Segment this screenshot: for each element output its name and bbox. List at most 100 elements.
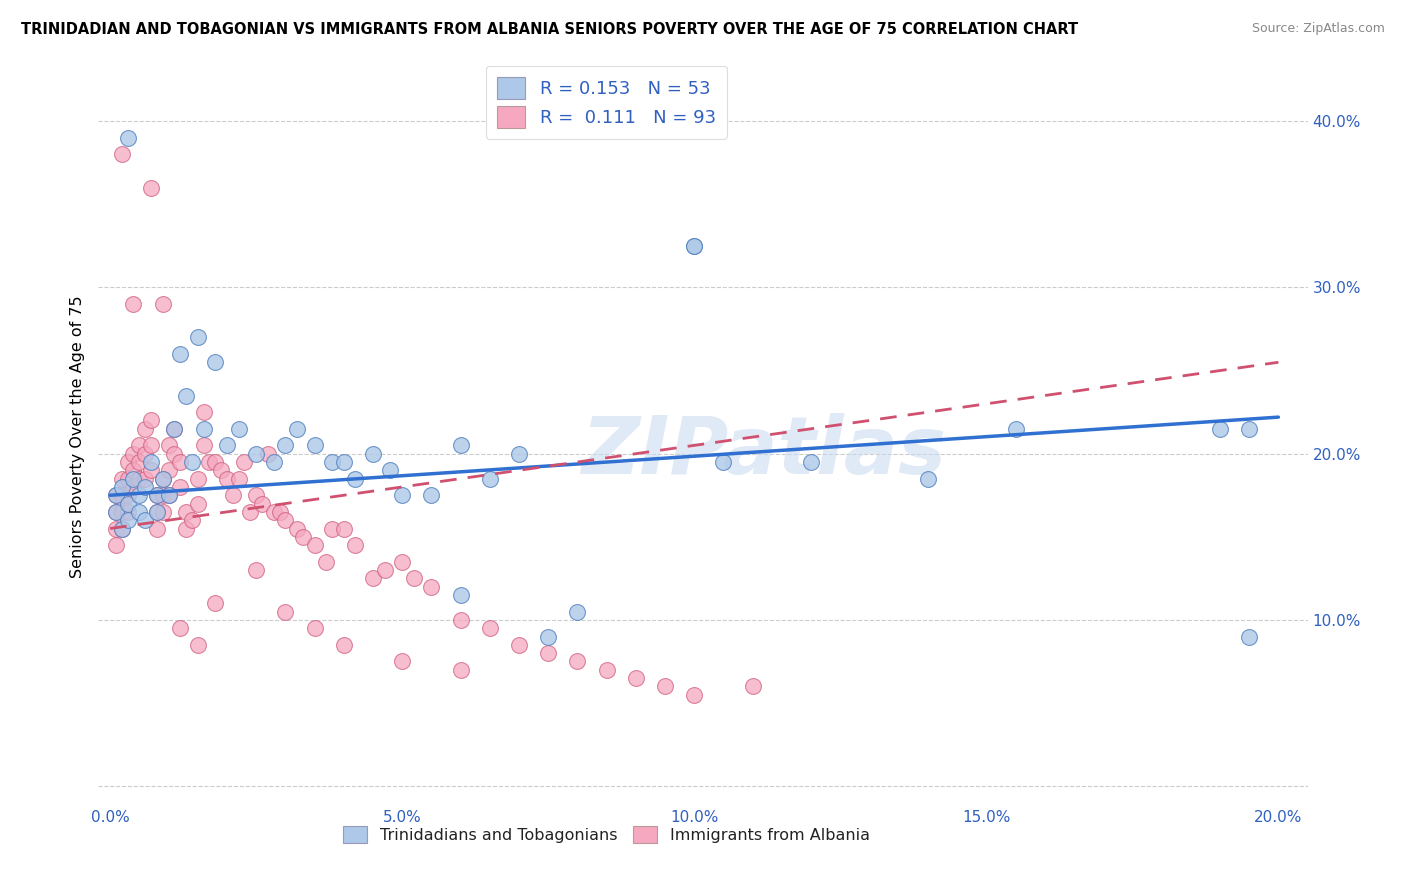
Point (595, 663, 617, 677)
Point (174, 388, 197, 402)
Point (537, 646, 560, 660)
Point (222, 488, 245, 502)
Point (117, 505, 139, 519)
Point (508, 447, 530, 461)
Point (111, 472, 134, 486)
Point (146, 521, 169, 535)
Point (683, 239, 706, 253)
Point (117, 497, 139, 511)
Point (567, 605, 589, 619)
Point (117, 131, 139, 145)
Point (134, 447, 156, 461)
Legend: Trinidadians and Tobagonians, Immigrants from Albania: Trinidadians and Tobagonians, Immigrants… (336, 820, 876, 850)
Point (239, 505, 262, 519)
Point (450, 438, 472, 452)
Point (193, 422, 215, 436)
Point (104, 488, 127, 502)
Point (321, 455, 343, 469)
Point (122, 480, 145, 494)
Point (233, 455, 256, 469)
Point (332, 638, 354, 652)
Point (152, 505, 174, 519)
Point (117, 472, 139, 486)
Point (117, 488, 139, 502)
Point (285, 422, 308, 436)
Point (800, 455, 823, 469)
Point (146, 488, 169, 502)
Point (420, 488, 443, 502)
Point (228, 472, 250, 486)
Point (654, 680, 676, 694)
Point (713, 455, 735, 469)
Point (683, 239, 706, 253)
Text: TRINIDADIAN AND TOBAGONIAN VS IMMIGRANTS FROM ALBANIA SENIORS POVERTY OVER THE A: TRINIDADIAN AND TOBAGONIAN VS IMMIGRANTS… (21, 22, 1078, 37)
Point (245, 447, 267, 461)
Point (291, 530, 314, 544)
Point (263, 505, 285, 519)
Point (134, 480, 156, 494)
Point (269, 505, 291, 519)
Point (152, 472, 174, 486)
Point (152, 488, 174, 502)
Point (508, 638, 530, 652)
Point (128, 455, 150, 469)
Point (117, 455, 139, 469)
Point (139, 463, 162, 477)
Point (157, 463, 180, 477)
Point (104, 538, 127, 552)
Point (122, 297, 145, 311)
Point (198, 455, 221, 469)
Point (344, 472, 367, 486)
Point (111, 521, 134, 535)
Point (361, 571, 384, 585)
Point (285, 521, 308, 535)
Point (111, 505, 134, 519)
Point (169, 480, 191, 494)
Point (380, 463, 402, 477)
Point (332, 521, 354, 535)
Point (169, 347, 191, 361)
Point (741, 680, 763, 694)
Point (274, 605, 297, 619)
Point (450, 663, 472, 677)
Point (450, 613, 472, 627)
Point (478, 472, 501, 486)
Point (169, 621, 191, 635)
Point (157, 488, 180, 502)
Point (274, 513, 297, 527)
Point (274, 438, 297, 452)
Y-axis label: Seniors Poverty Over the Age of 75: Seniors Poverty Over the Age of 75 (70, 296, 86, 578)
Point (139, 180, 162, 194)
Point (1209, 422, 1232, 436)
Point (209, 463, 232, 477)
Point (478, 621, 501, 635)
Point (111, 147, 134, 161)
Point (187, 472, 209, 486)
Point (304, 621, 326, 635)
Point (215, 438, 238, 452)
Point (134, 472, 156, 486)
Point (256, 447, 278, 461)
Point (174, 505, 197, 519)
Point (104, 505, 127, 519)
Point (917, 472, 939, 486)
Point (537, 630, 560, 644)
Point (204, 355, 226, 369)
Point (374, 563, 396, 577)
Point (361, 447, 384, 461)
Point (1237, 422, 1260, 436)
Point (180, 513, 202, 527)
Point (263, 455, 285, 469)
Point (128, 488, 150, 502)
Point (245, 563, 267, 577)
Point (391, 655, 413, 669)
Point (187, 497, 209, 511)
Point (139, 438, 162, 452)
Point (193, 405, 215, 419)
Point (111, 480, 134, 494)
Point (1004, 422, 1026, 436)
Point (163, 422, 186, 436)
Point (104, 488, 127, 502)
Point (187, 330, 209, 344)
Point (683, 688, 706, 702)
